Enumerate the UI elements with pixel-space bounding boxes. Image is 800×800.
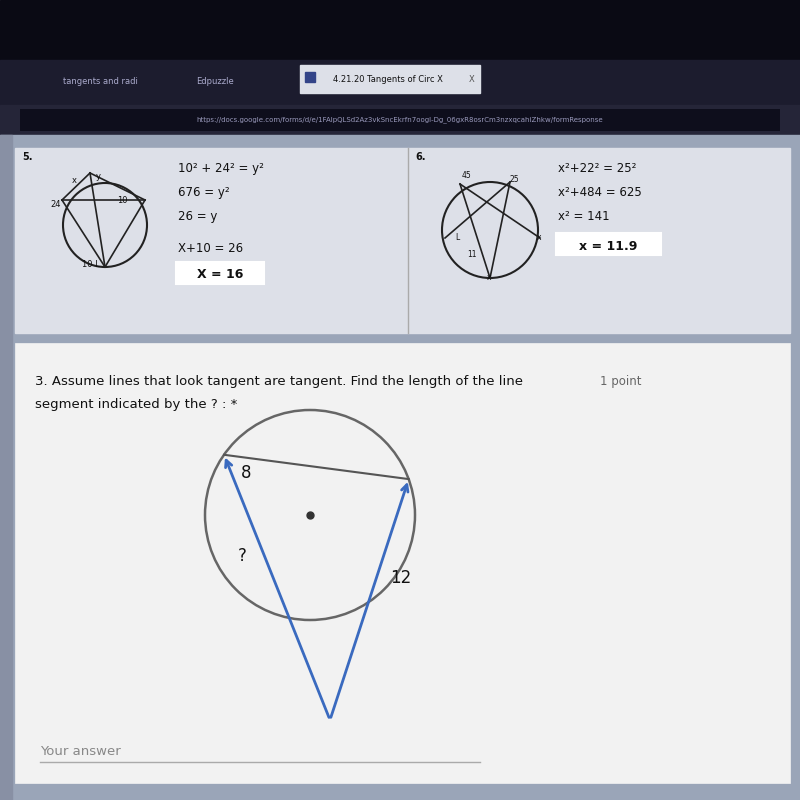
Text: y: y: [96, 172, 101, 181]
Text: Your answer: Your answer: [40, 745, 121, 758]
Bar: [0, 0, 800, 60]
Text: x²+22² = 25²: x²+22² = 25²: [558, 162, 636, 175]
Text: x²+484 = 625: x²+484 = 625: [558, 186, 642, 199]
Text: tangents and radi: tangents and radi: [62, 78, 138, 86]
Bar: [15, 343, 790, 783]
Bar: [556, 233, 661, 255]
Text: x: x: [537, 233, 542, 242]
Text: https://docs.google.com/forms/d/e/1FAIpQLSd2Az3vkSncEkrfn7oogl-Dg_06gxR8osrCm3nz: https://docs.google.com/forms/d/e/1FAIpQ…: [197, 117, 603, 123]
Bar: [0, 135, 800, 800]
Text: X+10 = 26: X+10 = 26: [178, 242, 243, 255]
Text: 24: 24: [50, 200, 61, 209]
Text: 5.: 5.: [22, 152, 33, 162]
Text: ?: ?: [238, 546, 246, 565]
Text: L: L: [455, 233, 459, 242]
Text: 6.: 6.: [415, 152, 426, 162]
Text: Edpuzzle: Edpuzzle: [196, 78, 234, 86]
Text: segment indicated by the ? : *: segment indicated by the ? : *: [35, 398, 238, 411]
Text: 25: 25: [510, 175, 520, 184]
Bar: [0, 105, 800, 135]
Text: 11: 11: [467, 250, 477, 259]
Text: x: x: [487, 273, 491, 282]
Bar: [0, 60, 800, 105]
Bar: [305, 72, 315, 82]
Text: 26 = y: 26 = y: [178, 210, 218, 223]
Bar: [300, 65, 480, 93]
Text: 4.21.20 Tangents of Circ X: 4.21.20 Tangents of Circ X: [333, 75, 443, 85]
Text: 12: 12: [390, 570, 412, 587]
Text: x = 11.9: x = 11.9: [579, 239, 637, 253]
Text: 10² + 24² = y²: 10² + 24² = y²: [178, 162, 264, 175]
Text: 10 L: 10 L: [82, 260, 100, 269]
Bar: [15, 148, 790, 333]
Bar: [0, 135, 12, 800]
Bar: [20, 109, 780, 131]
Text: x² = 141: x² = 141: [558, 210, 610, 223]
Text: 676 = y²: 676 = y²: [178, 186, 230, 199]
Text: 10: 10: [117, 196, 127, 205]
Text: X: X: [469, 75, 475, 85]
Text: x: x: [72, 176, 77, 185]
Text: X = 16: X = 16: [197, 269, 243, 282]
Text: 3. Assume lines that look tangent are tangent. Find the length of the line: 3. Assume lines that look tangent are ta…: [35, 375, 523, 388]
Text: 8: 8: [241, 464, 251, 482]
Text: 45: 45: [462, 171, 472, 180]
Text: 1 point: 1 point: [600, 375, 642, 388]
Bar: [176, 262, 264, 284]
